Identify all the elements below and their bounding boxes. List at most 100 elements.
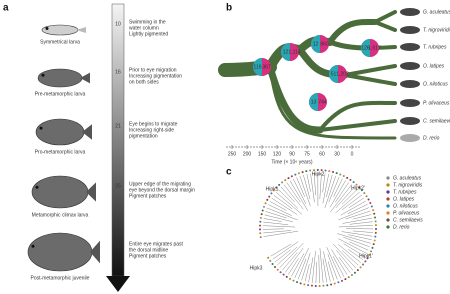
leaf-dot [362,263,365,266]
node-count: 1,114 [288,49,300,55]
larva-label: Symmetrical larva [40,39,80,45]
stage-description: Pigment patches [129,193,167,199]
fish-icon [400,26,420,34]
tree-branch [319,247,324,283]
leaf-dot [299,282,302,285]
panel-letter: a [3,3,9,14]
tree-branch [333,178,343,197]
legend-dot [386,176,390,180]
leaf-dot [360,189,363,192]
leaf-dot [294,173,297,176]
tree-branch [293,178,307,204]
tree-branch [326,247,341,279]
leaf-dot [342,175,345,178]
stage-description: on both sides [129,79,159,85]
fish-icon [400,117,420,125]
leaf-dot [370,250,373,253]
leaf-dot [363,192,366,195]
tree-branch [338,238,367,254]
larva-eye [35,185,39,189]
leaf-dot [259,228,262,231]
tree-branch [341,194,363,211]
tree-branch [312,250,316,283]
larva-eye [45,27,49,30]
leaf-dot [272,189,275,192]
leaf-dot [262,205,265,208]
tree-branch [308,257,314,283]
legend-dot [386,211,390,215]
tree-branch [263,221,289,225]
leaf-dot [297,172,300,175]
fish-icon [400,99,420,107]
stage-description: Lightly pigmented [129,31,168,37]
time-tick-label: 200 [243,151,252,157]
fish-icon [400,43,420,51]
stage-description: the dorsal midline [129,247,168,253]
tree-branch [338,244,361,263]
leaf-dot [374,228,377,231]
leaf-dot [289,277,292,280]
leaf-dot [374,231,377,234]
larva-image [41,24,79,36]
leaf-dot [371,246,374,249]
tree-branch [342,189,358,205]
larva-eye [31,244,35,248]
tree-branch [322,174,329,204]
node-count: 13 [311,99,317,105]
tree-branch [332,243,356,269]
tree-branch [335,186,355,208]
leaf-dot [373,239,376,242]
node-pie-slice [281,43,290,61]
tree-branch [340,200,367,216]
species-name: T. rubripes [423,44,447,50]
leaf-dot [333,282,336,285]
leaf-dot [310,284,313,287]
time-tick-label: 0 [351,151,354,157]
legend-label: T. nigroviridis [393,182,423,188]
leaf-dot [326,284,329,287]
leaf-dot [368,253,371,256]
tree-branch [327,254,338,280]
legend-dot [386,197,390,201]
leaf-dot [282,273,285,276]
tree-branch [277,246,298,266]
larva-label: Pre-metamorphic larva [35,91,86,97]
tree-branch [268,204,292,216]
larva-tail [80,72,90,84]
larva-label: Metamorphic climax larva [32,212,89,218]
fish-icon [400,8,420,16]
legend-label: C. semilaevis [393,217,423,223]
legend-label: D. rerio [393,224,410,230]
tree-branch [352,214,372,220]
tree-branch [318,254,320,283]
tree-branch [342,217,373,224]
leaf-dot [364,260,367,263]
tree-branch [294,247,309,278]
stage-description: Swimming in the [129,19,166,25]
tree-branch [289,180,308,211]
tree-branch [263,225,296,228]
tree-branch [338,257,351,273]
tree-branch [349,241,369,251]
leaf-dot [268,195,271,198]
larva-image [27,232,93,272]
tree-branch [301,252,311,281]
node-count: 116 [254,64,262,70]
leaf-dot [259,216,262,219]
leaf-dot [285,275,288,278]
tree-branch [263,218,282,222]
tree-branch [272,241,299,260]
species-name: C. semilaevis [423,118,450,124]
leaf-dot [270,192,273,195]
tree-branch [263,230,292,234]
leaf-dot [340,279,343,282]
node-pie-slice [311,35,320,53]
node-pie-slice [329,65,338,83]
tree-branch [263,228,285,230]
tree-branch [319,173,322,200]
leaf-dot [320,169,323,172]
leaf-dot [259,224,262,227]
leaf-dot [335,172,338,175]
node-pie-slice [309,93,318,111]
leaf-dot [264,202,267,205]
